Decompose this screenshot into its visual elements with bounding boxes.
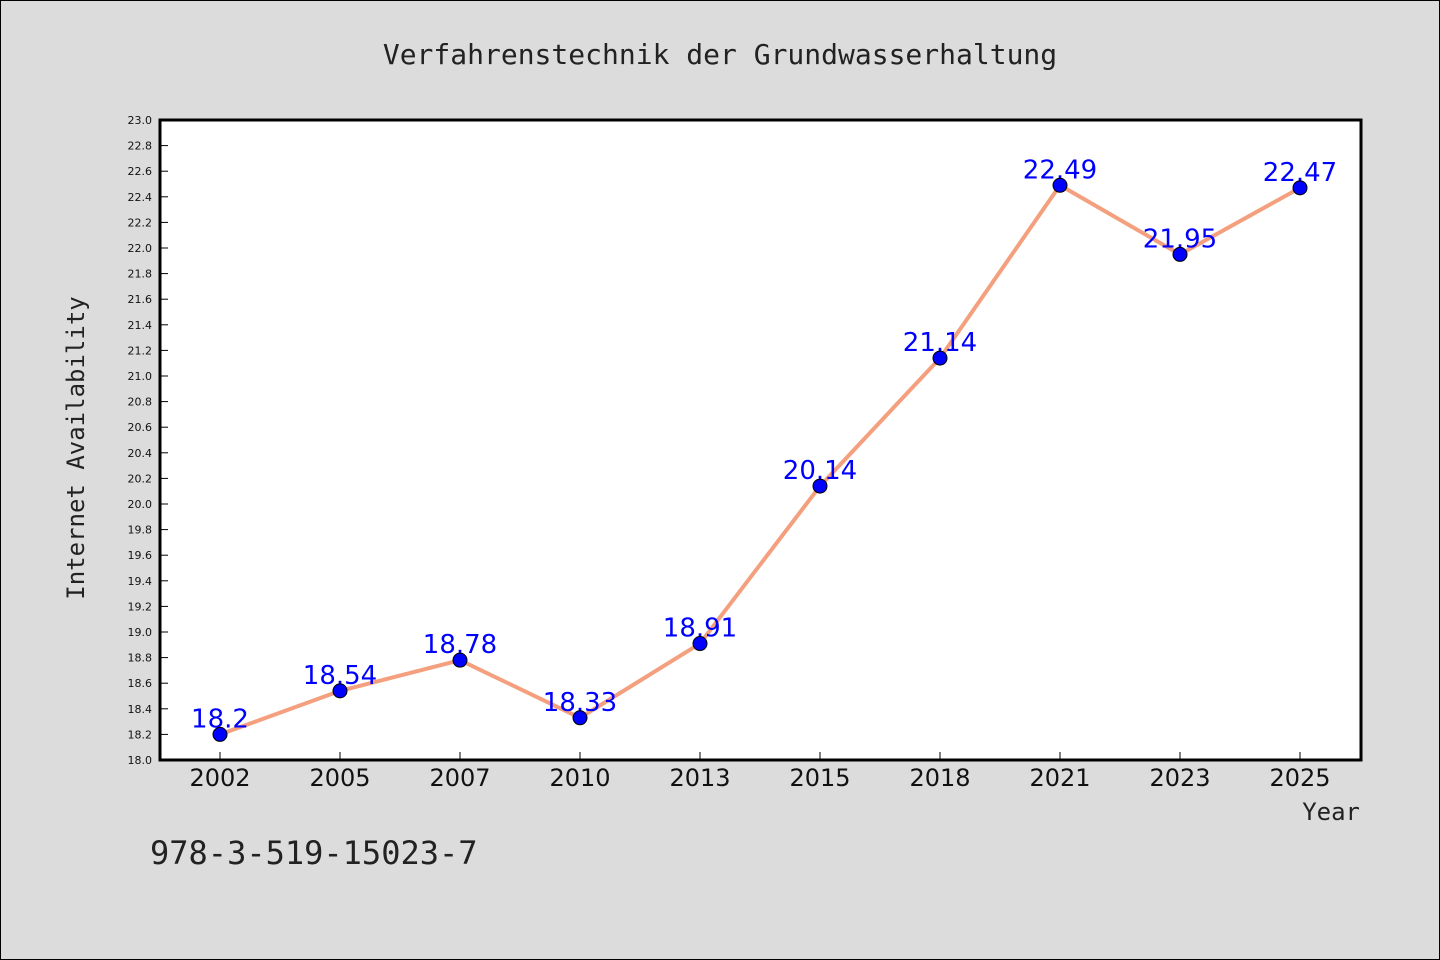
data-point [692,636,708,652]
y-tick-label: 21.4 [128,319,153,332]
y-tick-label: 21.2 [128,344,153,357]
data-point [452,652,468,668]
y-tick-label: 22.6 [128,165,153,178]
y-tick-label: 22.8 [128,140,153,153]
chart-title: Verfahrenstechnik der Grundwasserhaltung [383,38,1057,71]
data-point [1292,180,1308,196]
y-tick-label: 22.2 [128,216,153,229]
x-tick-label: 2018 [909,764,970,792]
y-tick-label: 19.6 [128,549,153,562]
y-tick-label: 18.8 [128,652,153,665]
data-point [212,726,228,742]
y-tick-label: 20.2 [128,472,153,485]
x-tick-label: 2013 [669,764,730,792]
y-axis: 18.0 18.2 18.4 18.6 18.8 19.0 19.2 19.4 19.6 19.8… [128,114,168,767]
series: 18.218.5418.7818.3318.9120.1421.1422.492… [191,155,1337,742]
y-tick-label: 23.0 [128,114,153,127]
data-point [1172,246,1188,262]
y-tick-label: 19.0 [128,626,153,639]
y-tick-label: 20.6 [128,421,153,434]
x-tick-label: 2005 [309,764,370,792]
y-tick-label: 19.8 [128,524,153,537]
data-point [812,478,828,494]
x-axis: 2002 2005 2007 2010 2013 2015 2018 2021 2023 2025 [189,752,1331,792]
x-axis-label: Year [1302,798,1360,826]
y-tick-label: 19.2 [128,600,153,613]
data-point [932,350,948,366]
x-tick-label: 2002 [189,764,250,792]
y-tick-label: 22.4 [128,191,153,204]
y-tick-label: 21.8 [128,268,153,281]
x-tick-label: 2010 [549,764,610,792]
y-tick-label: 21.0 [128,370,153,383]
y-tick-label: 22.0 [128,242,153,255]
y-tick-label: 21.6 [128,293,153,306]
y-tick-label: 18.6 [128,677,153,690]
x-tick-label: 2023 [1149,764,1210,792]
x-tick-label: 2007 [429,764,490,792]
plot-area [158,118,1363,762]
data-point [572,710,588,726]
footnote-text: 978-3-519-15023-7 [150,834,478,872]
x-tick-label: 2015 [789,764,850,792]
series-line [219,183,1301,737]
x-tick-label: 2025 [1269,764,1330,792]
data-point [1052,177,1068,193]
y-tick-label: 18.0 [128,754,153,767]
y-tick-label: 20.8 [128,396,153,409]
y-tick-label: 20.4 [128,447,153,460]
y-tick-label: 19.4 [128,575,153,588]
y-axis-label: Internet Availability [62,296,90,599]
y-tick-label: 20.0 [128,498,153,511]
x-tick-label: 2021 [1029,764,1090,792]
data-point [332,683,348,699]
y-tick-label: 18.4 [128,703,153,716]
y-tick-label: 18.2 [128,728,153,741]
